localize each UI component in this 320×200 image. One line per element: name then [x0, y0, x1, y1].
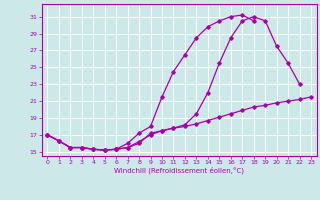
- X-axis label: Windchill (Refroidissement éolien,°C): Windchill (Refroidissement éolien,°C): [114, 167, 244, 174]
